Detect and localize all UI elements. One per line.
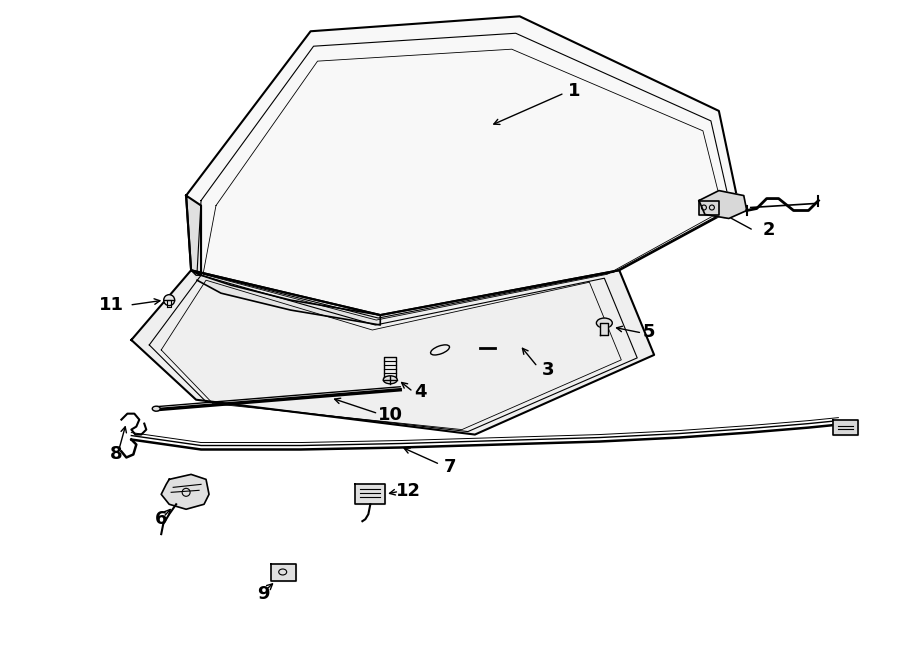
Polygon shape <box>191 270 381 325</box>
Polygon shape <box>699 190 747 219</box>
Text: 4: 4 <box>414 383 427 401</box>
Text: 8: 8 <box>110 446 122 463</box>
Polygon shape <box>833 420 859 434</box>
Text: 3: 3 <box>541 361 554 379</box>
Polygon shape <box>356 485 385 504</box>
Polygon shape <box>600 323 608 335</box>
Polygon shape <box>699 200 719 215</box>
Polygon shape <box>161 475 209 509</box>
Polygon shape <box>186 196 201 275</box>
Ellipse shape <box>597 318 612 328</box>
Text: 12: 12 <box>396 483 420 500</box>
Ellipse shape <box>152 406 160 411</box>
Polygon shape <box>271 564 296 581</box>
Text: 10: 10 <box>378 406 403 424</box>
Text: 6: 6 <box>155 510 167 528</box>
Text: 7: 7 <box>444 459 456 477</box>
Ellipse shape <box>383 376 397 384</box>
Polygon shape <box>186 17 739 315</box>
Ellipse shape <box>164 295 175 305</box>
Text: 5: 5 <box>643 323 655 341</box>
Polygon shape <box>131 270 654 434</box>
Text: 1: 1 <box>568 82 580 100</box>
Text: 9: 9 <box>257 585 270 603</box>
Text: 11: 11 <box>99 296 124 314</box>
Text: 2: 2 <box>762 221 775 239</box>
